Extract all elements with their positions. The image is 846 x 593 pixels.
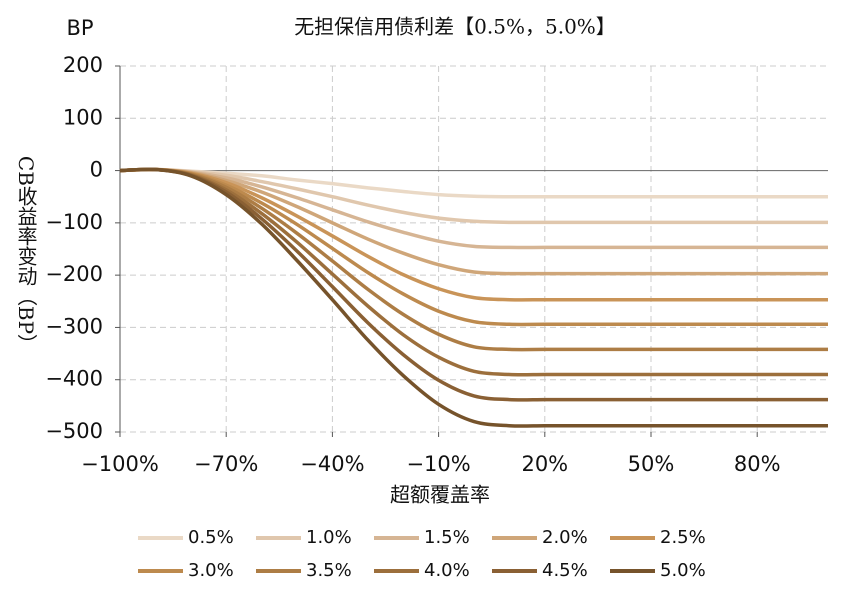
series-line	[119, 167, 828, 199]
legend-label: 3.5%	[306, 560, 352, 581]
x-tick-label: −100%	[81, 452, 159, 476]
legend-label: 2.5%	[660, 527, 706, 548]
series-line	[119, 167, 828, 225]
legend-label: 1.5%	[424, 527, 470, 548]
chart-title: 无担保信用债利差【0.5%，5.0%】	[294, 15, 616, 39]
x-tick-label: −10%	[406, 452, 470, 476]
x-axis-label: 超额覆盖率	[390, 483, 490, 507]
series-line	[119, 167, 828, 377]
y-unit: BP	[66, 16, 93, 40]
y-axis-label: CB收益率变动（BP）	[14, 156, 38, 354]
x-tick-label: 50%	[628, 452, 675, 476]
y-tick-label: −500	[45, 419, 103, 443]
series-line	[119, 167, 828, 428]
y-tick-label: −100	[45, 210, 103, 234]
y-tick-label: −200	[45, 262, 103, 286]
y-tick-label: 0	[90, 158, 103, 182]
x-tick-label: −40%	[300, 452, 364, 476]
series-line	[119, 167, 828, 250]
series-line	[119, 167, 828, 276]
legend-label: 3.0%	[188, 560, 234, 581]
legend-label: 4.0%	[424, 560, 470, 581]
y-tick-label: 100	[63, 105, 103, 129]
legend-label: 5.0%	[660, 560, 706, 581]
x-tick-label: 80%	[734, 452, 781, 476]
y-tick-label: 200	[63, 53, 103, 77]
series-line	[119, 167, 828, 302]
series-line	[119, 167, 828, 402]
legend-label: 4.5%	[542, 560, 588, 581]
y-tick-label: −400	[45, 367, 103, 391]
legend-label: 2.0%	[542, 527, 588, 548]
legend-label: 0.5%	[188, 527, 234, 548]
x-tick-label: −70%	[194, 452, 258, 476]
series-line	[119, 167, 828, 327]
legend-label: 1.0%	[306, 527, 352, 548]
y-tick-label: −300	[45, 314, 103, 338]
series-line	[119, 167, 828, 352]
x-tick-label: 20%	[521, 452, 568, 476]
